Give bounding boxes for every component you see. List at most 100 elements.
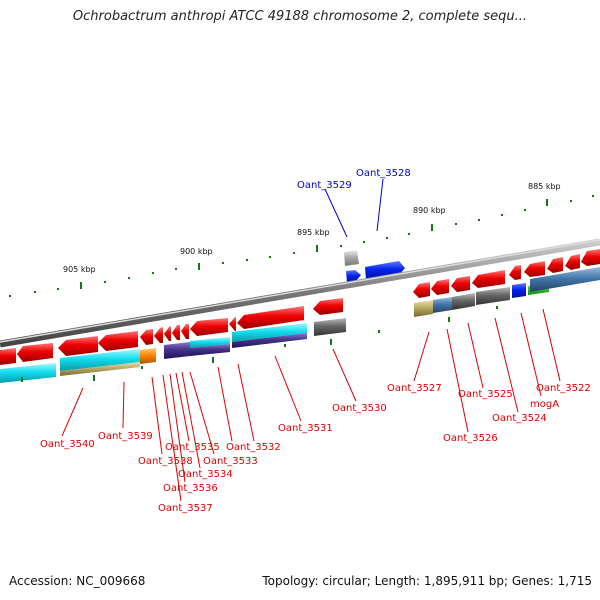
gene-moga[interactable]	[509, 265, 521, 280]
gene-block-cyan-left[interactable]	[0, 363, 56, 383]
gene-oant-3534[interactable]	[172, 325, 180, 340]
leader-line	[376, 178, 384, 232]
gene-oant-3533[interactable]	[190, 318, 228, 336]
reverse-strand-row2	[0, 267, 600, 383]
lower-leaders	[61, 308, 561, 502]
gene-label-oant-3538[interactable]: Oant_3538	[138, 456, 193, 467]
gene-oant-3540b[interactable]	[17, 343, 53, 362]
gene-label-oant-3535[interactable]: Oant_3535	[165, 442, 220, 453]
scale-dot	[9, 295, 11, 297]
gene-oant-3525[interactable]	[451, 276, 470, 292]
leader-line	[542, 308, 561, 382]
lower-tick	[448, 317, 450, 322]
leader-line	[169, 373, 186, 483]
lower-tick	[330, 339, 332, 345]
gene-oant-3522b[interactable]	[547, 257, 563, 273]
gene-block-indigo-c[interactable]	[232, 333, 307, 348]
gene-label-oant-3529[interactable]: Oant_3529	[297, 180, 352, 191]
leader-line	[446, 328, 469, 433]
scale-dot	[34, 291, 36, 293]
scale-dot	[408, 233, 410, 235]
gene-block-steel-3522[interactable]	[530, 267, 600, 292]
gene-block-cyan-b[interactable]	[190, 337, 230, 348]
gene-label-moga[interactable]: mogA	[530, 399, 559, 410]
leader-line	[151, 376, 163, 455]
gene-oant-3540a[interactable]	[0, 348, 16, 365]
gene-oant-3529[interactable]	[346, 270, 361, 283]
gene-label-oant-3536[interactable]: Oant_3536	[163, 483, 218, 494]
gene-block-khaki-3527[interactable]	[414, 300, 433, 317]
scale-dot	[57, 288, 59, 290]
scale-dot	[222, 262, 224, 264]
gene-label-oant-3531[interactable]: Oant_3531	[278, 423, 333, 434]
gene-oant-3532[interactable]	[237, 306, 304, 329]
gene-label-oant-3540[interactable]: Oant_3540	[40, 439, 95, 450]
leader-line	[324, 188, 348, 238]
scale-dot	[501, 214, 503, 216]
gene-oant-3524[interactable]	[472, 270, 505, 288]
scale-dot	[455, 223, 457, 225]
gene-block-indigo-a[interactable]	[164, 342, 190, 359]
lower-tick	[496, 306, 498, 309]
gene-block-orange[interactable]	[140, 348, 156, 364]
reverse-strand-genes	[0, 249, 600, 365]
leader-line	[189, 371, 215, 455]
leader-line	[175, 372, 190, 442]
gene-label-oant-3525[interactable]: Oant_3525	[458, 389, 513, 400]
leader-line	[181, 371, 201, 469]
gene-oant-3539[interactable]	[58, 336, 98, 356]
gene-oant-3528[interactable]	[365, 261, 405, 280]
gene-block-indigo-b[interactable]	[190, 344, 230, 356]
gene-oant-3533b[interactable]	[229, 317, 236, 331]
scale-labels: 905 kbp 900 kbp 895 kbp 890 kbp 885 kbp	[63, 182, 561, 274]
gene-label-oant-3524[interactable]: Oant_3524	[492, 413, 547, 424]
scale-label-885: 885 kbp	[528, 182, 561, 191]
gene-oant-3535[interactable]	[164, 326, 171, 341]
lower-tick	[212, 357, 214, 363]
scale-dot	[340, 245, 342, 247]
scale-tick	[80, 282, 82, 289]
lower-tick	[378, 330, 380, 333]
accession-text: Accession: NC_009668	[9, 574, 146, 588]
gene-oant-3529-light[interactable]	[344, 250, 359, 266]
gene-label-oant-3537[interactable]: Oant_3537	[158, 503, 213, 514]
gene-label-oant-3533[interactable]: Oant_3533	[203, 456, 258, 467]
gene-oant-3522[interactable]	[524, 261, 545, 277]
topology-summary: Topology: circular; Length: 1,895,911 bp…	[262, 574, 592, 588]
gene-block-khaki[interactable]	[60, 362, 140, 376]
gene-block-gray-3524[interactable]	[476, 287, 510, 305]
gene-label-oant-3532[interactable]: Oant_3532	[226, 442, 281, 453]
gene-label-oant-3527[interactable]: Oant_3527	[387, 383, 442, 394]
gene-oant-3520[interactable]	[581, 249, 600, 266]
gene-label-oant-3526[interactable]: Oant_3526	[443, 433, 498, 444]
gene-label-oant-3534[interactable]: Oant_3534	[178, 469, 233, 480]
gene-label-oant-3539[interactable]: Oant_3539	[98, 431, 153, 442]
gene-oant-3534b[interactable]	[181, 324, 189, 339]
leader-line	[520, 312, 542, 397]
lower-tick	[284, 344, 286, 347]
lower-dots	[21, 306, 498, 382]
lower-tick	[141, 366, 143, 369]
gene-block-cyan-c[interactable]	[232, 323, 307, 342]
gene-oant-3527[interactable]	[413, 282, 430, 298]
gene-block-steel-3526[interactable]	[433, 297, 452, 313]
scale-dot	[128, 277, 130, 279]
gene-oant-3537[interactable]	[140, 329, 153, 345]
gene-label-oant-3528[interactable]: Oant_3528	[356, 168, 411, 179]
gene-label-oant-3522[interactable]: Oant_3522	[536, 383, 591, 394]
map-title: Ochrobactrum anthropi ATCC 49188 chromos…	[72, 9, 528, 24]
gene-oant-3530-red[interactable]	[313, 298, 343, 315]
gene-label-oant-3530[interactable]: Oant_3530	[332, 403, 387, 414]
gene-oant-3536[interactable]	[154, 327, 163, 343]
gene-block-gray-3525[interactable]	[452, 293, 475, 310]
gene-oant-3538[interactable]	[98, 331, 138, 351]
gene-oant-3521[interactable]	[565, 254, 580, 270]
gene-block-gray-3530[interactable]	[314, 318, 346, 336]
gene-block-cyan-mid[interactable]	[60, 349, 140, 371]
gene-oant-3526[interactable]	[431, 279, 449, 295]
scale-dot	[175, 268, 177, 270]
leader-line	[237, 363, 255, 442]
gene-block-blue-moga[interactable]	[512, 283, 526, 298]
scale-label-895: 895 kbp	[297, 228, 330, 237]
